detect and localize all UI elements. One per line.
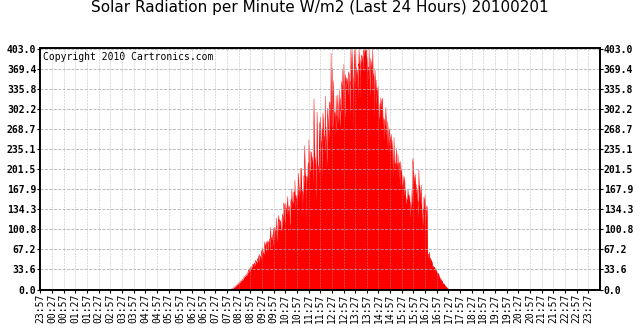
Text: Copyright 2010 Cartronics.com: Copyright 2010 Cartronics.com [44, 52, 214, 62]
Text: Solar Radiation per Minute W/m2 (Last 24 Hours) 20100201: Solar Radiation per Minute W/m2 (Last 24… [91, 0, 549, 15]
